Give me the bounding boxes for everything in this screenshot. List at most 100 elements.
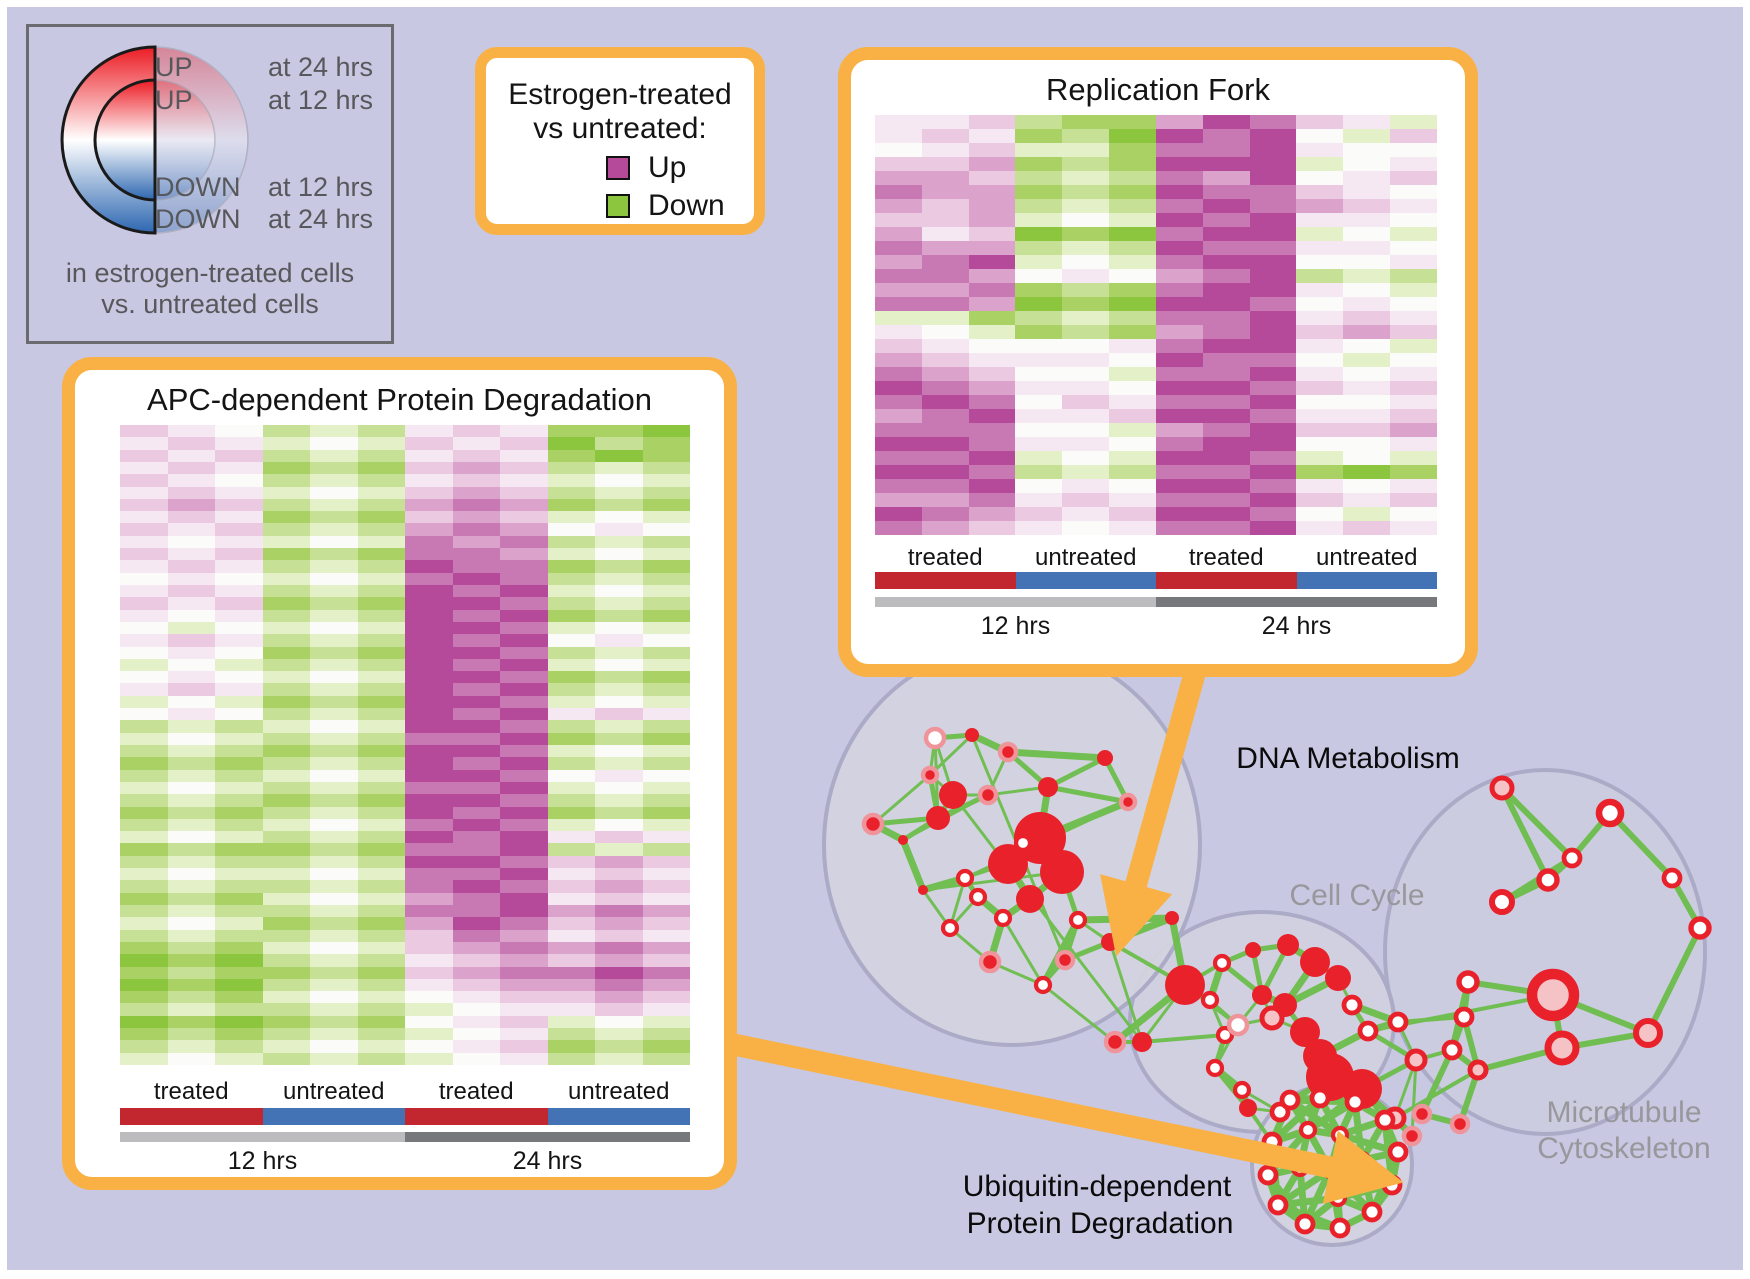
gene-node-rw xyxy=(1387,1011,1409,1033)
time-bars xyxy=(875,597,1437,607)
heatmap-cell xyxy=(595,548,643,561)
heatmap-cell xyxy=(310,757,358,770)
heatmap-cell xyxy=(310,572,358,585)
heatmap-cell xyxy=(1109,283,1156,297)
heatmap-cell xyxy=(310,905,358,918)
heatmap-cell xyxy=(1109,339,1156,353)
heatmap-cell xyxy=(405,917,453,930)
heatmap-cell xyxy=(921,115,969,129)
gene-node-rp xyxy=(1526,968,1580,1022)
heatmap-cell xyxy=(405,535,453,549)
heatmap-cell xyxy=(547,425,595,438)
heatmap-cell xyxy=(1390,465,1437,479)
heatmap-cell xyxy=(968,185,1016,199)
heatmap-cell xyxy=(595,905,643,918)
heatmap-cell xyxy=(120,548,168,561)
heatmap-cell xyxy=(310,720,358,733)
heatmap-cell xyxy=(405,880,453,893)
heatmap-cell xyxy=(262,572,310,585)
heatmap-cell xyxy=(167,757,215,770)
heatmap-cell xyxy=(1343,297,1391,311)
heatmap-cell xyxy=(120,560,168,573)
heatmap-cell xyxy=(1155,255,1203,269)
heatmap-cell xyxy=(921,311,969,325)
heatmap-cell xyxy=(310,474,358,487)
gene-node-pr xyxy=(1054,949,1076,971)
heatmap-cell xyxy=(452,1052,500,1065)
heatmap-cell xyxy=(642,1040,690,1053)
heatmap-cell xyxy=(595,683,643,696)
heatmap-cell xyxy=(1015,213,1063,227)
gene-node-pw xyxy=(923,726,947,750)
heatmap-cell xyxy=(215,818,263,832)
heatmap-cell xyxy=(167,1003,215,1016)
heatmap-cell xyxy=(262,560,310,573)
heatmap-cell xyxy=(968,325,1016,339)
heatmap-cell xyxy=(500,732,548,745)
heatmap-cell xyxy=(215,769,263,782)
heatmap-cell xyxy=(1155,199,1203,213)
heatmap-cell xyxy=(452,511,500,524)
heatmap-cell xyxy=(1343,171,1391,185)
heatmap-cell xyxy=(120,1003,168,1016)
heatmap-cell xyxy=(452,609,500,622)
heatmap-cell xyxy=(1015,185,1063,199)
heatmap-cell xyxy=(357,954,405,967)
heatmap-cell xyxy=(1249,241,1297,255)
heatmap-cell xyxy=(595,449,643,462)
heatmap-cell xyxy=(500,621,548,635)
heatmap-cell xyxy=(1155,157,1203,171)
heatmap-cell xyxy=(500,769,548,782)
heatmap-cell xyxy=(642,818,690,832)
sample-group-label: untreated xyxy=(1035,544,1137,571)
heatmap-cell xyxy=(968,269,1016,283)
heatmap-cell xyxy=(452,769,500,782)
heatmap-cell xyxy=(1062,437,1110,451)
sample-group-bar xyxy=(405,1108,548,1125)
heatmap-cell xyxy=(500,806,548,819)
legend-caption-line1: in estrogen-treated cells xyxy=(65,258,355,288)
heatmap-cell xyxy=(595,769,643,782)
heatmap-cell xyxy=(120,708,168,721)
heatmap-cell xyxy=(262,708,310,721)
heatmap-cell xyxy=(452,1003,500,1016)
sample-group-bar xyxy=(1296,572,1437,589)
time-bar xyxy=(875,597,1156,607)
gene-node-s xyxy=(1132,1032,1152,1052)
heatmap-cell xyxy=(1249,199,1297,213)
heatmap-cell xyxy=(1015,171,1063,185)
heatmap-cell xyxy=(310,745,358,758)
heatmap-cell xyxy=(167,978,215,992)
heatmap-cell xyxy=(1249,367,1297,381)
heatmap-cell xyxy=(452,658,500,672)
heatmap-cell xyxy=(500,831,548,844)
color-key-item-down: Down xyxy=(606,189,725,223)
heatmap-cell xyxy=(547,474,595,487)
heatmap-cell xyxy=(310,621,358,635)
heatmap-cell xyxy=(921,171,969,185)
heatmap-cell xyxy=(500,818,548,832)
heatmap-cell xyxy=(547,634,595,647)
heatmap-cell xyxy=(215,880,263,893)
heatmap-cell xyxy=(921,269,969,283)
heatmap-cell xyxy=(1155,409,1203,423)
heatmap-cell xyxy=(262,695,310,709)
heatmap-cell xyxy=(167,929,215,942)
heatmap-cell xyxy=(167,671,215,684)
heatmap-cell xyxy=(1390,199,1437,213)
heatmap-cell xyxy=(595,794,643,807)
heatmap-cell xyxy=(1015,297,1063,311)
heatmap-cell xyxy=(642,966,690,979)
heatmap-cell xyxy=(120,954,168,967)
heatmap-cell xyxy=(310,498,358,512)
heatmap-cell xyxy=(547,954,595,967)
heatmap-cell xyxy=(215,548,263,561)
heatmap-cell xyxy=(215,486,263,499)
heatmap-cell xyxy=(215,1003,263,1016)
heatmap-cell xyxy=(452,560,500,573)
heatmap-cell xyxy=(357,1040,405,1053)
heatmap-cell xyxy=(215,658,263,672)
heatmap-cell xyxy=(120,437,168,450)
gene-node-s xyxy=(988,844,1028,884)
heatmap-cell xyxy=(215,449,263,462)
